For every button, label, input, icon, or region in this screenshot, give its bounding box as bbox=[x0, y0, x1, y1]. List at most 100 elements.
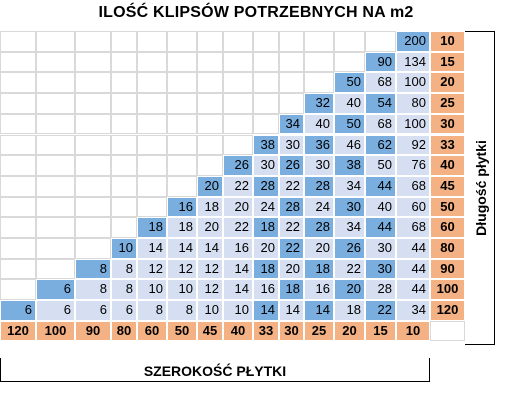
clip-count-cell: 14 bbox=[197, 238, 223, 259]
clip-count-cell: 6 bbox=[36, 279, 75, 301]
width-header-cell: 80 bbox=[111, 320, 137, 342]
empty-cell bbox=[0, 93, 36, 114]
empty-cell bbox=[197, 113, 223, 135]
clip-count-cell: 28 bbox=[279, 196, 304, 218]
clip-count-cell: 20 bbox=[279, 258, 304, 280]
clip-count-cell: 24 bbox=[253, 196, 279, 218]
clip-count-cell: 200 bbox=[396, 31, 430, 52]
clip-count-cell: 28 bbox=[365, 279, 396, 301]
clip-count-cell: 30 bbox=[365, 238, 396, 259]
clip-count-cell: 44 bbox=[396, 279, 430, 301]
clip-count-cell: 10 bbox=[223, 300, 253, 321]
clip-count-cell: 20 bbox=[304, 238, 334, 259]
empty-cell bbox=[75, 196, 111, 218]
clip-count-cell: 76 bbox=[396, 155, 430, 176]
clip-count-cell: 34 bbox=[279, 113, 304, 135]
empty-cell bbox=[36, 51, 75, 73]
empty-cell bbox=[0, 51, 36, 73]
clip-count-cell: 28 bbox=[304, 175, 334, 197]
empty-cell bbox=[75, 134, 111, 156]
length-header-cell: 120 bbox=[430, 300, 465, 321]
empty-cell bbox=[0, 196, 36, 218]
empty-cell bbox=[279, 93, 304, 114]
clip-count-cell: 18 bbox=[197, 196, 223, 218]
clip-count-cell: 26 bbox=[334, 238, 365, 259]
empty-cell bbox=[167, 113, 197, 135]
clip-count-cell: 28 bbox=[253, 175, 279, 197]
length-header-cell: 20 bbox=[430, 72, 465, 94]
empty-cell bbox=[197, 93, 223, 114]
width-header-cell: 20 bbox=[334, 320, 365, 342]
clip-count-cell: 22 bbox=[279, 175, 304, 197]
empty-cell bbox=[75, 155, 111, 176]
clip-count-cell: 10 bbox=[111, 238, 137, 259]
length-header-cell: 40 bbox=[430, 155, 465, 176]
empty-cell bbox=[279, 31, 304, 52]
empty-cell bbox=[253, 31, 279, 52]
clip-count-cell: 68 bbox=[396, 175, 430, 197]
clip-count-cell: 34 bbox=[334, 175, 365, 197]
clip-count-cell: 10 bbox=[137, 279, 167, 301]
empty-cell bbox=[0, 113, 36, 135]
clip-count-cell: 26 bbox=[223, 155, 253, 176]
empty-cell bbox=[253, 113, 279, 135]
clip-count-cell: 8 bbox=[75, 258, 111, 280]
clip-count-cell: 8 bbox=[111, 258, 137, 280]
empty-cell bbox=[0, 217, 36, 238]
clip-count-cell: 92 bbox=[396, 134, 430, 156]
clip-count-cell: 44 bbox=[396, 238, 430, 259]
empty-cell bbox=[253, 72, 279, 94]
clip-count-cell: 134 bbox=[396, 51, 430, 73]
empty-cell bbox=[36, 258, 75, 280]
empty-cell bbox=[0, 31, 36, 52]
empty-cell bbox=[75, 217, 111, 238]
empty-cell bbox=[75, 175, 111, 197]
clip-count-cell: 30 bbox=[253, 155, 279, 176]
empty-cell bbox=[167, 51, 197, 73]
clip-count-cell: 46 bbox=[334, 134, 365, 156]
empty-cell bbox=[36, 31, 75, 52]
clips-table: 200 10 90 134 15 50 68 100 20 32 40 54 80 25 34 40 50 68 1… bbox=[0, 31, 500, 362]
clip-count-cell: 20 bbox=[197, 217, 223, 238]
clip-count-cell: 22 bbox=[223, 175, 253, 197]
length-header-cell: 50 bbox=[430, 196, 465, 218]
length-header-cell: 90 bbox=[430, 258, 465, 280]
clip-count-cell: 100 bbox=[396, 113, 430, 135]
width-header-cell: 40 bbox=[223, 320, 253, 342]
empty-cell bbox=[334, 31, 365, 52]
empty-cell bbox=[36, 72, 75, 94]
empty-cell bbox=[197, 155, 223, 176]
empty-cell bbox=[75, 31, 111, 52]
empty-cell bbox=[137, 72, 167, 94]
width-axis-label: SZEROKOŚĆ PŁYTKI bbox=[143, 363, 287, 379]
empty-cell bbox=[137, 113, 167, 135]
clip-count-cell: 18 bbox=[253, 217, 279, 238]
length-label-frame bbox=[465, 31, 495, 345]
empty-cell bbox=[304, 72, 334, 94]
empty-cell bbox=[137, 31, 167, 52]
clip-count-cell: 90 bbox=[365, 51, 396, 73]
empty-cell bbox=[197, 134, 223, 156]
clip-count-cell: 8 bbox=[75, 279, 111, 301]
empty-cell bbox=[0, 238, 36, 259]
length-header-cell: 30 bbox=[430, 113, 465, 135]
clip-count-cell: 100 bbox=[396, 72, 430, 94]
clip-count-cell: 14 bbox=[167, 238, 197, 259]
empty-cell bbox=[167, 175, 197, 197]
empty-cell bbox=[36, 196, 75, 218]
empty-cell bbox=[197, 51, 223, 73]
clip-count-cell: 40 bbox=[334, 93, 365, 114]
clip-count-cell: 22 bbox=[223, 217, 253, 238]
clip-count-cell: 12 bbox=[137, 258, 167, 280]
clip-count-cell: 12 bbox=[167, 258, 197, 280]
empty-cell bbox=[0, 155, 36, 176]
clip-count-cell: 26 bbox=[279, 155, 304, 176]
clip-count-cell: 22 bbox=[365, 300, 396, 321]
empty-cell bbox=[137, 196, 167, 218]
empty-cell bbox=[111, 155, 137, 176]
empty-cell bbox=[167, 31, 197, 52]
clip-count-cell: 44 bbox=[365, 175, 396, 197]
length-header-cell: 10 bbox=[430, 31, 465, 52]
empty-cell bbox=[0, 175, 36, 197]
empty-cell bbox=[197, 72, 223, 94]
